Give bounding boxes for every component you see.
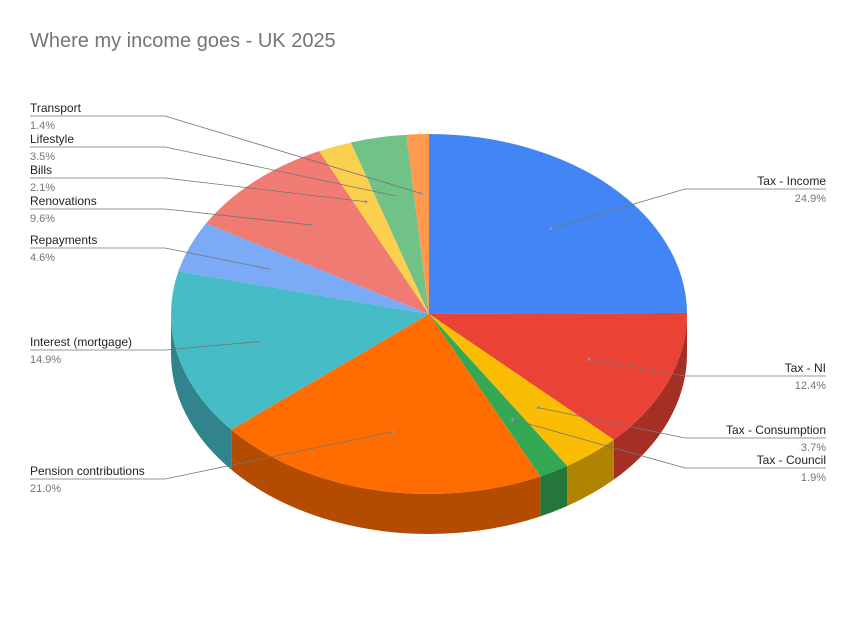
slice-label-7: Repayments [30,233,97,247]
pie-slice-10[interactable] [350,134,429,314]
slice-pct-4: 1.9% [801,472,826,484]
leader-line-8 [30,208,313,226]
pie-top-slices [170,134,687,494]
slice-pct-1: 24.9% [795,193,826,205]
slice-pct-8: 9.6% [30,213,55,225]
slice-label-11: Transport [30,101,82,115]
slice-labels: Tax - Income 24.9% Tax - NI 12.4% Tax - Cons… [30,101,826,495]
pie-slice-6[interactable] [170,271,429,430]
pie-side-3 [567,439,614,506]
leader-line-11 [30,115,422,194]
pie-side-2 [613,314,687,480]
leader-line-7 [30,247,269,270]
pie-slice-8[interactable] [206,151,429,314]
slice-label-9: Bills [30,163,52,177]
leader-line-2 [589,358,826,377]
slice-label-4: Tax - Council [757,453,826,467]
chart-title: Where my income goes - UK 2025 [30,30,336,52]
pie-slice-3[interactable] [429,314,614,466]
slice-label-1: Tax - Income [757,174,826,188]
leader-line-1 [550,188,826,229]
pie-slice-1[interactable] [429,134,687,314]
slice-label-10: Lifestyle [30,132,74,146]
slice-label-5: Pension contributions [30,464,145,478]
pie-side-6 [171,314,232,470]
slice-pct-11: 1.4% [30,120,55,132]
slice-pct-7: 4.6% [30,252,55,264]
slice-pct-2: 12.4% [795,380,826,392]
slice-label-3: Tax - Consumption [726,423,826,437]
pie-side-5 [231,429,541,534]
slice-label-6: Interest (mortgage) [30,335,132,349]
leader-line-5 [30,431,393,480]
slice-pct-6: 14.9% [30,354,61,366]
slice-pct-9: 2.1% [30,182,55,194]
leader-line-3 [537,407,826,439]
pie-slice-4[interactable] [429,314,568,477]
leader-line-9 [30,177,366,203]
leader-line-6 [30,341,261,351]
slice-label-8: Renovations [30,194,97,208]
leader-lines [30,115,826,480]
slice-pct-10: 3.5% [30,151,55,163]
slice-pct-5: 21.0% [30,483,61,495]
leader-line-10 [30,146,396,197]
pie-slice-11[interactable] [406,134,429,314]
pie-slice-2[interactable] [429,312,687,440]
pie-slice-7[interactable] [178,223,429,314]
slice-pct-3: 3.7% [801,442,826,454]
leader-line-4 [512,419,826,469]
pie-side-4 [540,465,568,517]
pie-side-walls [171,314,687,534]
slice-label-2: Tax - NI [785,361,826,375]
